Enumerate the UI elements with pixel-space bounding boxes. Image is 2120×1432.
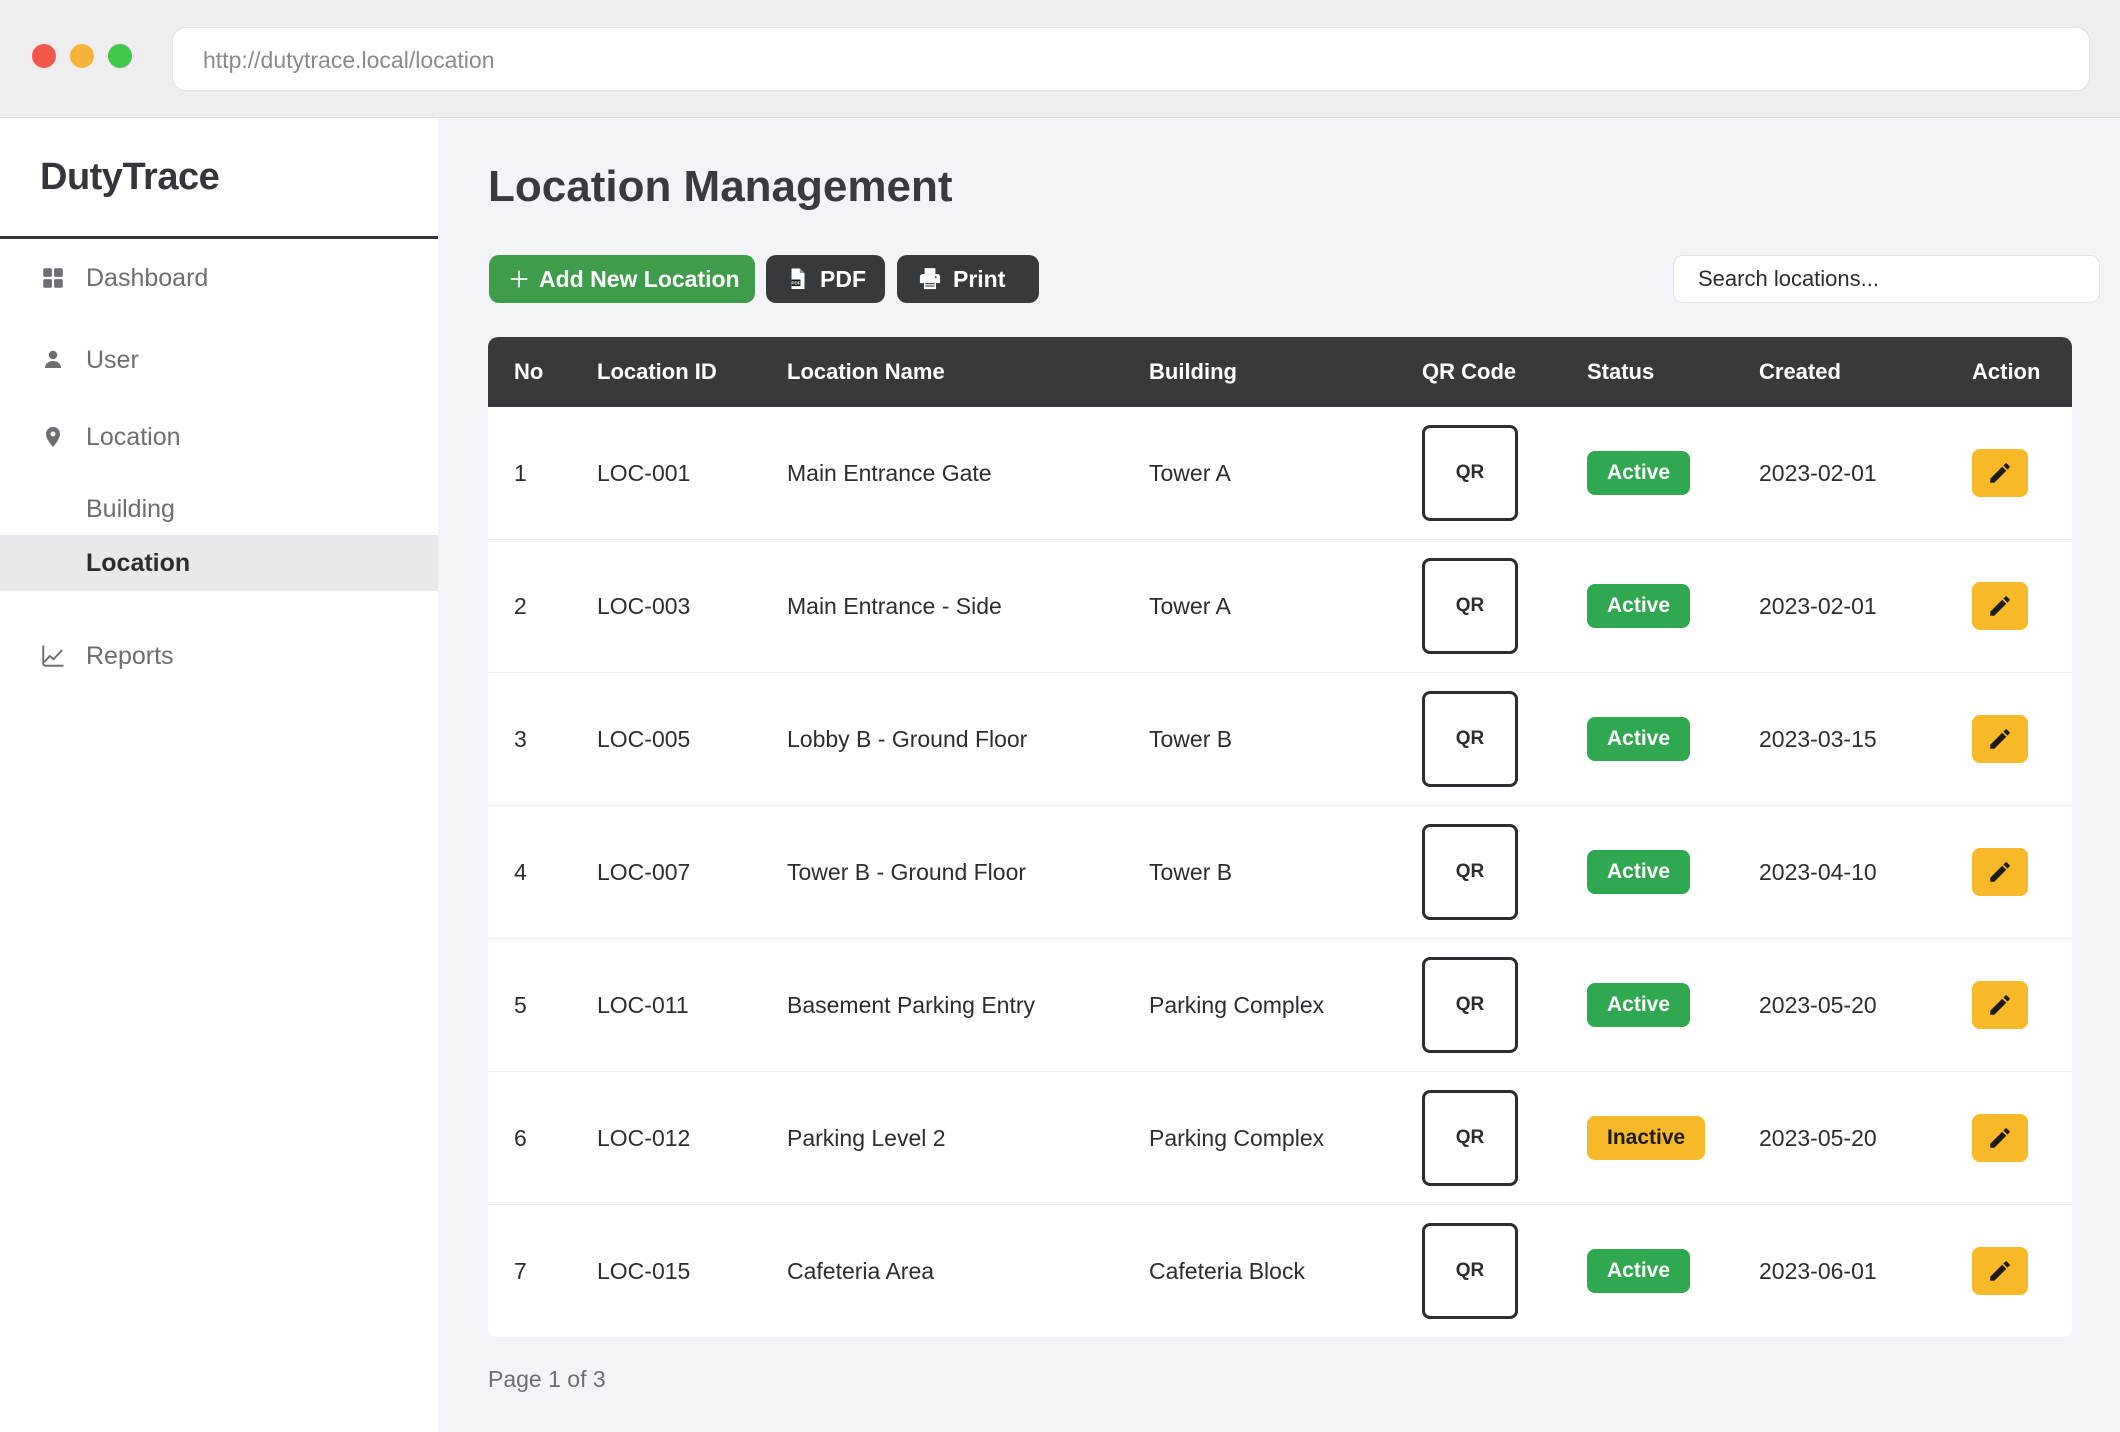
svg-text:PDF: PDF	[791, 281, 800, 286]
